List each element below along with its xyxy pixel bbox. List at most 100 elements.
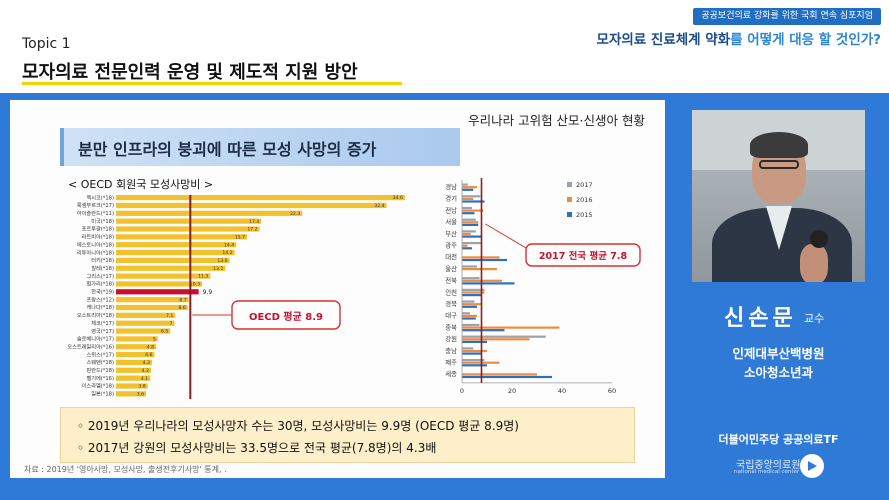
region-label: 서울 [445, 217, 457, 226]
nmc-emblem-icon [800, 454, 824, 478]
oecd-data-label: 17.4 [249, 219, 259, 225]
region-bar-2016 [462, 291, 485, 294]
region-bar-2016 [462, 349, 487, 353]
region-bar-2015 [462, 235, 482, 238]
slide-header: 우리나라 고위험 산모·신생아 현황 [468, 113, 645, 128]
region-bar-2015 [462, 352, 482, 355]
oecd-bar [116, 281, 203, 287]
nmc-logo-text: 국립중앙의료원 [736, 460, 801, 471]
region-bar-2015 [462, 247, 472, 250]
region-bar-2016 [462, 326, 560, 329]
oecd-data-label: 4.3 [143, 360, 150, 366]
header: 공공보건의료 강화를 위한 국회 연속 심포지엄 모자의료 진료체계 약화를 어… [0, 0, 889, 93]
region-label: 대전 [445, 252, 457, 261]
region-average-callout [525, 243, 641, 267]
region-bar-2017 [462, 218, 476, 221]
oecd-bar [116, 273, 211, 279]
oecd-bar [116, 383, 148, 389]
source-note: 자료 : 2019년 '영아사망, 모성사망, 출생전후기사망' 통계, . [24, 465, 227, 474]
region-label: 충북 [445, 322, 457, 331]
event-title-highlight: 를 어떻게 대응 할 것인가? [730, 32, 881, 48]
region-bar-2017 [462, 335, 546, 338]
region-bar-2017 [462, 288, 485, 291]
oecd-data-label: 5 [153, 337, 156, 343]
oecd-data-label: 14.2 [222, 250, 232, 256]
legend-swatch-2015 [567, 212, 572, 217]
region-label: 전남 [445, 205, 457, 214]
region-x-tick-label: 40 [558, 387, 566, 395]
region-bar-2017 [462, 323, 480, 327]
event-badge: 공공보건의료 강화를 위한 국회 연속 심포지엄 [693, 8, 881, 25]
oecd-country-label: 체코(*17) [91, 319, 114, 327]
region-bar-2016 [462, 268, 497, 271]
region-bar-2017 [462, 347, 474, 350]
legend-label-2015: 2015 [576, 211, 593, 219]
region-bar-2015 [462, 305, 477, 308]
oecd-bar [116, 202, 387, 209]
speaker-affiliation-hospital: 인제대부산백병원 [732, 346, 825, 361]
slide-title: 분만 인프라의 붕괴에 따른 모성 사망의 증가 [78, 140, 377, 159]
event-title-main: 모자의료 진료체계 약화 [596, 32, 731, 48]
region-label: 대구 [445, 312, 457, 320]
region-bar-2017 [462, 206, 472, 210]
host-label: 더불어민주당 공공의료TF [718, 433, 839, 446]
region-x-tick-label: 60 [608, 387, 616, 395]
oecd-country-label: 벨기에(*16) [86, 374, 114, 382]
region-label: 울산 [445, 264, 457, 273]
region-label: 광주 [445, 242, 457, 250]
oecd-data-label: 13.6 [217, 258, 227, 264]
oecd-bar [116, 297, 189, 303]
region-bar-2017 [462, 359, 485, 362]
summary-box: ◦ 2019년 우리나라의 모성사망자 수는 30명, 모성사망비는 9.9명 … [60, 407, 635, 463]
region-bar-2015 [462, 223, 479, 226]
region-label: 충남 [445, 346, 457, 355]
summary-line-2: ◦ 2017년 강원의 모성사망비는 33.5명으로 전국 평균(7.8명)의 … [77, 441, 437, 455]
oecd-country-label: 캐나다(*18) [86, 303, 114, 311]
oecd-bar [116, 344, 157, 350]
legend-label-2017: 2017 [576, 181, 593, 189]
oecd-bar [116, 391, 147, 397]
region-bar-2015 [462, 329, 505, 332]
region-bar-2016 [462, 314, 477, 317]
oecd-bar [116, 195, 405, 201]
oecd-country-label: 이스라엘(*18) [82, 382, 114, 390]
region-bar-2015 [462, 340, 487, 343]
region-bar-2017 [462, 265, 477, 268]
oecd-bar [116, 242, 237, 248]
oecd-data-label: 34.6 [393, 195, 403, 201]
region-bar-2016 [462, 338, 530, 341]
oecd-data-label: 3.6 [137, 391, 144, 397]
legend-swatch-2016 [567, 197, 572, 202]
nmc-logo-subtext: national medical center [734, 469, 800, 475]
region-bar-2015 [462, 294, 482, 297]
slide-title-bar: 분만 인프라의 붕괴에 따른 모성 사망의 증가 [60, 128, 460, 166]
oecd-bar [116, 218, 262, 224]
oecd-data-label: 8.7 [179, 297, 186, 303]
speaker-video [692, 110, 865, 282]
region-x-tick-label: 0 [460, 387, 464, 395]
oecd-country-label: 한국(*19) [91, 289, 114, 296]
event-title: 모자의료 진료체계 약화를 어떻게 대응 할 것인가? [597, 28, 881, 48]
region-bar-2015 [462, 317, 476, 320]
region-bar-2017 [462, 195, 481, 198]
topic-label: Topic 1 [22, 36, 71, 52]
oecd-maternal-mortality-chart: < OECD 회원국 모성사망비 > 멕시코(*18) 34.6 룩셈부르크(*17)… [67, 178, 405, 400]
oecd-bar [116, 375, 151, 381]
region-label: 강원 [445, 334, 457, 343]
oecd-data-label: 13.1 [213, 266, 223, 272]
oecd-bar [116, 328, 171, 334]
oecd-bar [116, 359, 152, 366]
region-bar-2017 [462, 277, 480, 280]
speaker-name: 신손문 [724, 306, 797, 331]
oecd-chart-title: < OECD 회원국 모성사망비 > [68, 178, 213, 191]
region-label: 부산 [445, 229, 457, 238]
region-bar-2016 [462, 209, 484, 212]
oecd-country-label: 그리스(*17) [86, 272, 114, 280]
oecd-average-callout-label: OECD 평균 8.9 [249, 310, 323, 323]
region-label: 세종 [445, 369, 457, 378]
speaker-title: 교수 [804, 312, 825, 325]
speaker-hair [750, 132, 808, 158]
region-bar-2015 [462, 212, 475, 215]
oecd-bar [116, 249, 235, 256]
speaker-affiliation-department: 소아청소년과 [743, 365, 813, 380]
